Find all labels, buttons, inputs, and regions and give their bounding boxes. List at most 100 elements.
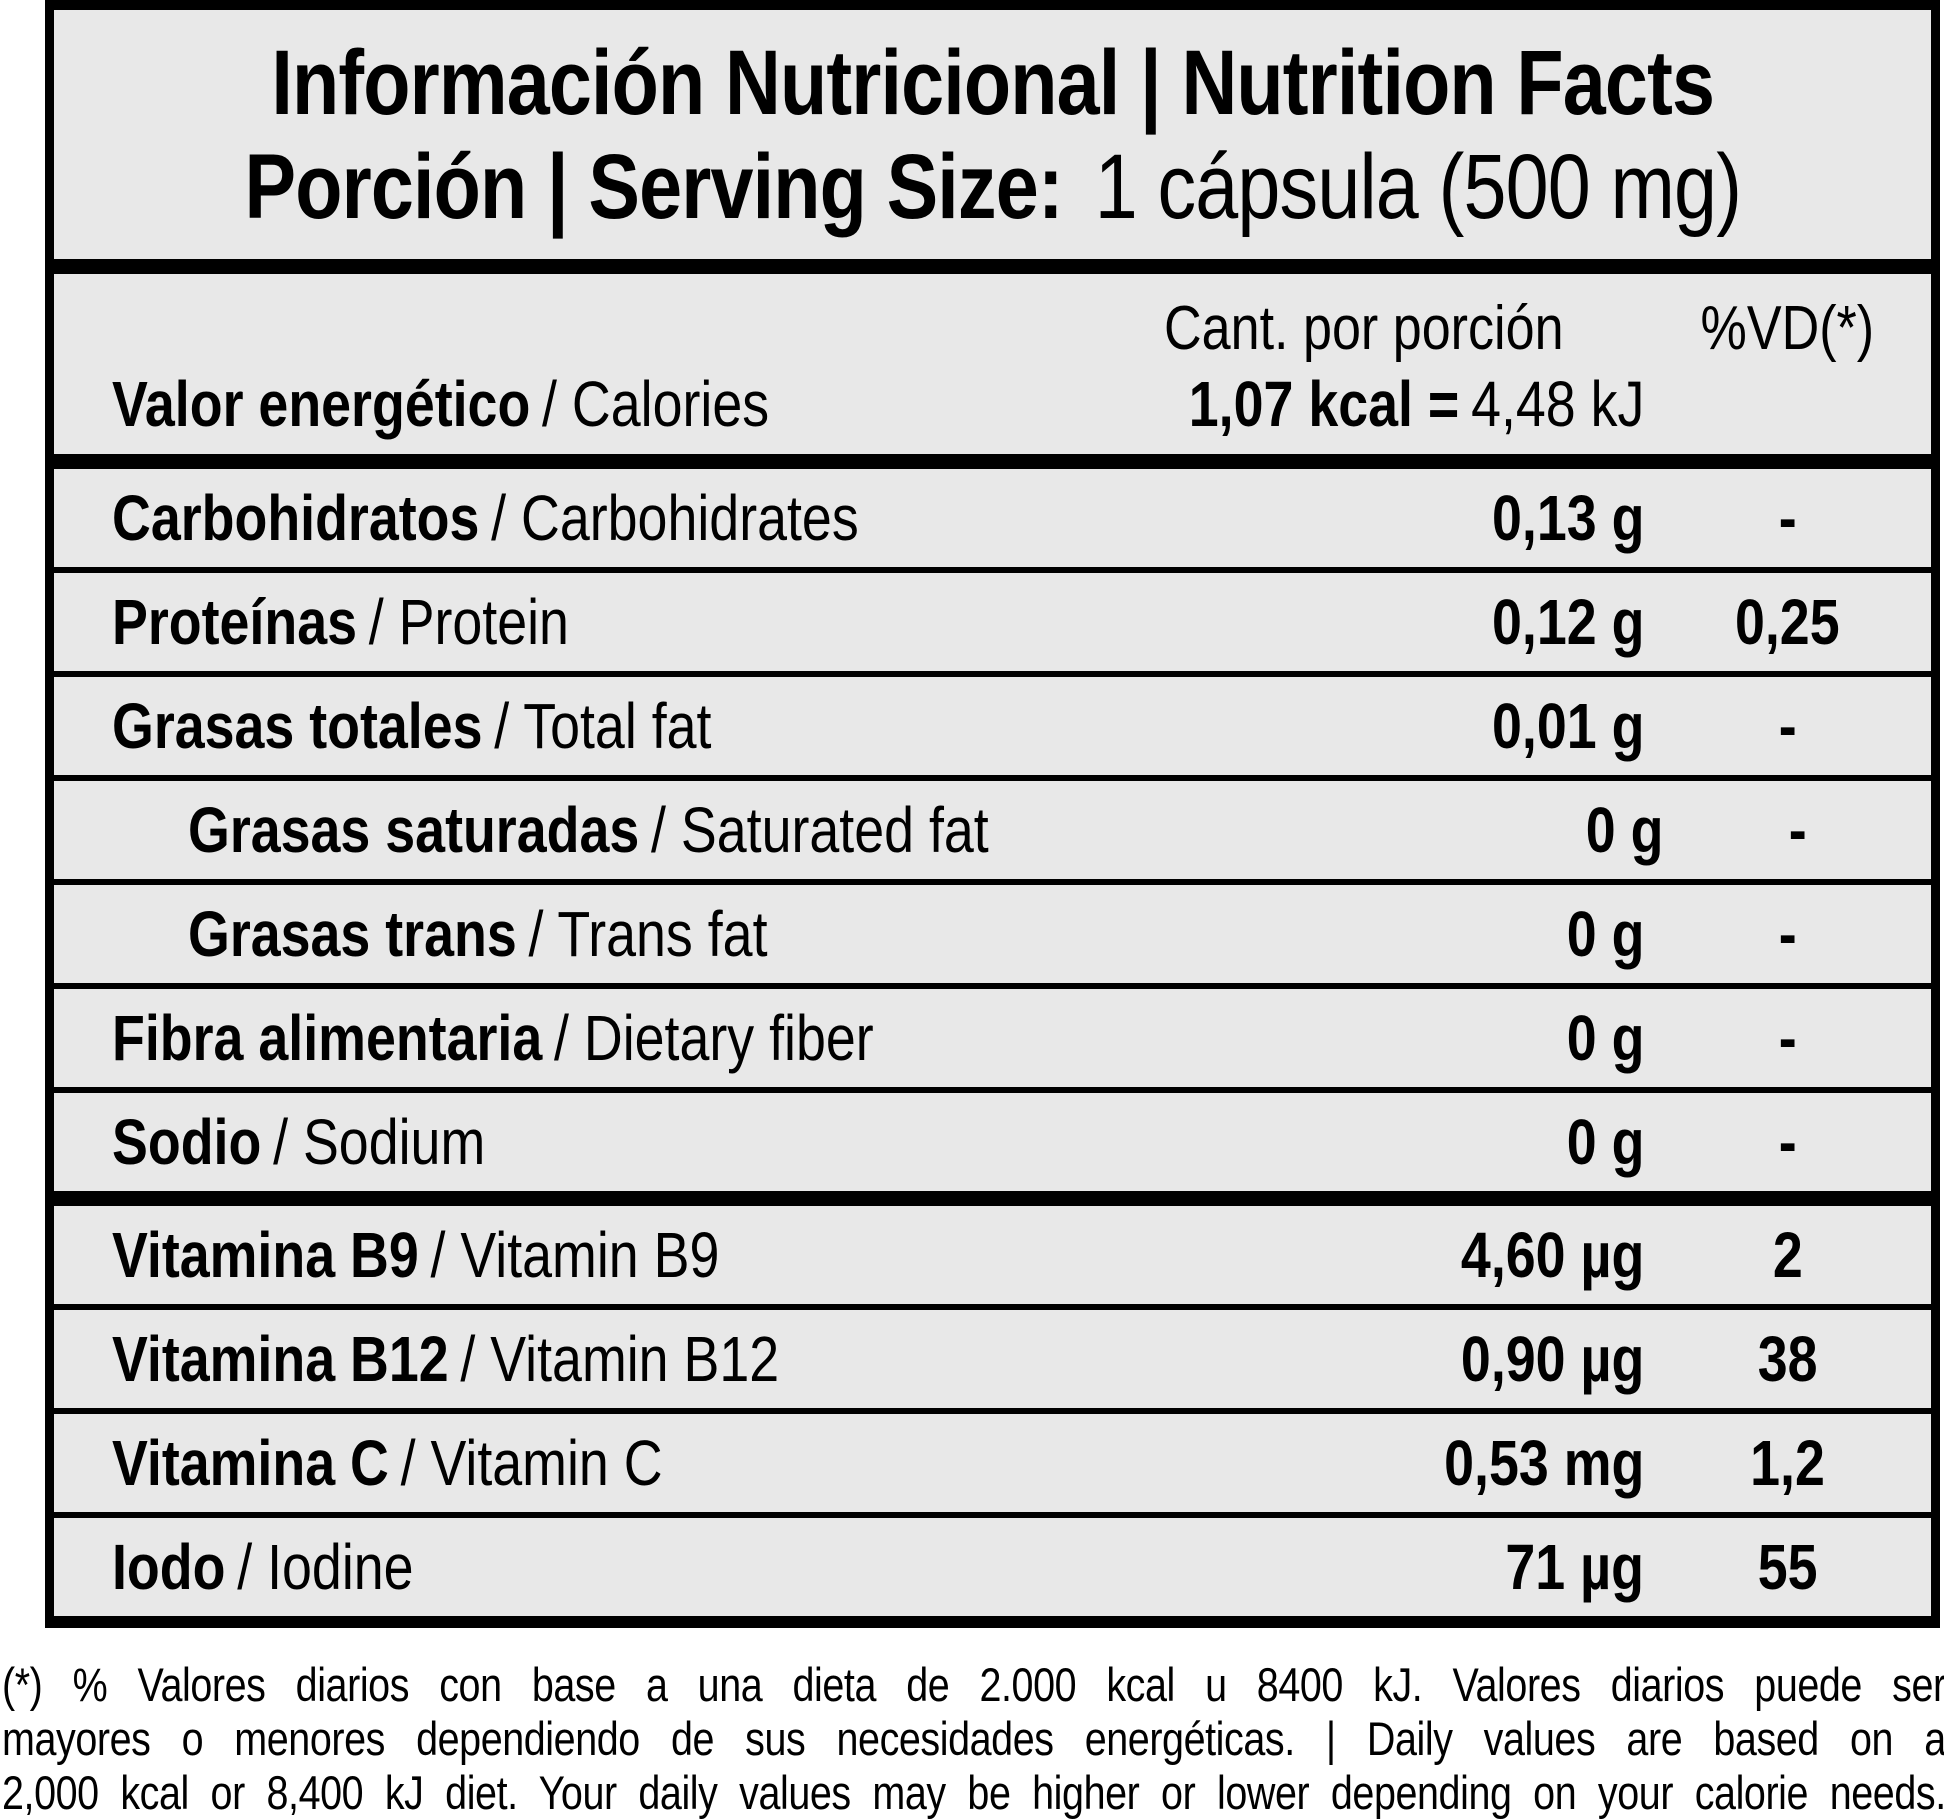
nutrient-dv: - [1779, 1005, 1797, 1072]
nutrient-amount-cell: 0,90 µg [1084, 1326, 1644, 1393]
nutrient-row-vitamin-b9: Vitamina B9/ Vitamin B9 4,60 µg 2 [54, 1206, 1931, 1304]
energy-label-cell: Valor energético/ Calories [112, 371, 1084, 438]
amount-per-serving-header: Cant. por porción [1164, 296, 1564, 361]
nutrient-amount-cell: 71 µg [1084, 1534, 1644, 1601]
nutrient-amount-cell: 0,01 g [1084, 693, 1644, 760]
nutrient-dv-cell: 38 [1644, 1326, 1931, 1393]
nutrient-label-cell: Grasas totales/ Total fat [112, 693, 1084, 760]
nutrient-dv: - [1779, 1109, 1797, 1176]
nutrient-label: Sodio/ Sodium [112, 1109, 485, 1176]
nutrient-row-trans-fat: Grasas trans/ Trans fat 0 g - [54, 885, 1931, 983]
nutrient-dv-cell: 55 [1644, 1534, 1931, 1601]
energy-label-es: Valor energético [112, 368, 530, 440]
nutrient-label-es: Proteínas [112, 586, 357, 658]
nutrient-amount-cell: 0 g [1084, 901, 1644, 968]
nutrient-amount-cell: 0,12 g [1084, 589, 1644, 656]
energy-label: Valor energético/ Calories [112, 371, 769, 438]
column-header-row: Cant. por porción %VD(*) [54, 290, 1931, 366]
nutrient-amount: 0,90 µg [1461, 1326, 1644, 1393]
nutrient-label-en: / Saturated fat [651, 794, 989, 866]
nutrient-label-cell: Sodio/ Sodium [112, 1109, 1084, 1176]
nutrient-amount: 0 g [1566, 901, 1644, 968]
nutrient-row-saturated-fat: Grasas saturadas/ Saturated fat 0 g - [54, 781, 1931, 879]
nutrient-dv: - [1779, 693, 1797, 760]
nutrient-row-carbohydrates: Carbohidratos/ Carbohidrates 0,13 g - [54, 469, 1931, 567]
nutrition-facts-panel: Información Nutricional | Nutrition Fact… [45, 0, 1940, 1628]
nutrient-amount-cell: 0 g [1141, 797, 1663, 864]
nutrient-label-cell: Vitamina C/ Vitamin C [112, 1430, 1084, 1497]
nutrient-amount-cell: 0,53 mg [1084, 1430, 1644, 1497]
nutrient-label: Vitamina C/ Vitamin C [112, 1430, 663, 1497]
nutrient-label-es: Fibra alimentaria [112, 1002, 542, 1074]
nutrient-dv: 1,2 [1750, 1430, 1825, 1497]
section-divider [54, 454, 1931, 469]
label-title: Información Nutricional | Nutrition Fact… [74, 36, 1911, 132]
nutrient-dv: 2 [1773, 1222, 1803, 1289]
energy-label-en: / Calories [542, 368, 769, 440]
nutrient-label-en: / Vitamin B12 [460, 1323, 779, 1395]
energy-value-kj: 4,48 kJ [1471, 368, 1644, 440]
nutrient-amount-cell: 0 g [1084, 1109, 1644, 1176]
nutrient-label-en: / Iodine [237, 1531, 413, 1603]
nutrient-dv-cell: 2 [1644, 1222, 1931, 1289]
energy-value-kcal: 1,07 kcal = [1188, 368, 1459, 440]
nutrient-amount: 4,60 µg [1461, 1222, 1644, 1289]
nutrient-label-cell: Fibra alimentaria/ Dietary fiber [112, 1005, 1084, 1072]
nutrient-dv-cell: 1,2 [1644, 1430, 1931, 1497]
nutrient-amount: 0 g [1566, 1005, 1644, 1072]
energy-section: Cant. por porción %VD(*) Valor energétic… [54, 274, 1931, 454]
serving-size-label: Porción | Serving Size: [244, 136, 1062, 238]
energy-value: 1,07 kcal =4,48 kJ [1188, 371, 1644, 438]
nutrient-label-cell: Grasas trans/ Trans fat [112, 901, 1084, 968]
nutrient-dv: 55 [1758, 1534, 1818, 1601]
nutrient-dv-cell: - [1644, 485, 1931, 552]
nutrient-amount-cell: 4,60 µg [1084, 1222, 1644, 1289]
nutrient-row-sodium: Sodio/ Sodium 0 g - [54, 1093, 1931, 1191]
nutrient-label-cell: Vitamina B9/ Vitamin B9 [112, 1222, 1084, 1289]
nutrient-label: Iodo/ Iodine [112, 1534, 414, 1601]
nutrient-label: Grasas totales/ Total fat [112, 693, 711, 760]
nutrient-amount-cell: 0,13 g [1084, 485, 1644, 552]
nutrient-label-en: / Carbohidrates [491, 482, 859, 554]
nutrient-label-en: / Protein [369, 586, 569, 658]
percent-dv-header: %VD(*) [1701, 296, 1875, 361]
nutrient-label-es: Vitamina C [112, 1427, 389, 1499]
nutrient-amount: 0,13 g [1492, 485, 1644, 552]
nutrient-label-en: / Vitamin B9 [431, 1219, 720, 1291]
nutrient-label: Grasas trans/ Trans fat [188, 901, 768, 968]
nutrient-label-cell: Grasas saturadas/ Saturated fat [112, 797, 1141, 864]
nutrient-label: Fibra alimentaria/ Dietary fiber [112, 1005, 874, 1072]
nutrient-label-es: Grasas saturadas [188, 794, 639, 866]
nutrient-label-cell: Iodo/ Iodine [112, 1534, 1084, 1601]
nutrient-row-vitamin-c: Vitamina C/ Vitamin C 0,53 mg 1,2 [54, 1414, 1931, 1512]
nutrient-row-vitamin-b12: Vitamina B12/ Vitamin B12 0,90 µg 38 [54, 1310, 1931, 1408]
label-header: Información Nutricional | Nutrition Fact… [54, 10, 1931, 259]
nutrient-label-es: Grasas totales [112, 690, 483, 762]
nutrient-label-en: / Sodium [273, 1106, 485, 1178]
nutrient-dv-cell: 0,25 [1644, 589, 1931, 656]
energy-value-cell: 1,07 kcal =4,48 kJ [1084, 371, 1644, 438]
nutrient-dv-cell: - [1644, 901, 1931, 968]
serving-size-value: 1 cápsula (500 mg) [1094, 136, 1740, 238]
column-dv-header: %VD(*) [1644, 296, 1931, 361]
energy-row: Valor energético/ Calories 1,07 kcal =4,… [54, 366, 1931, 442]
nutrient-label-cell: Vitamina B12/ Vitamin B12 [112, 1326, 1084, 1393]
nutrient-label-cell: Proteínas/ Protein [112, 589, 1084, 656]
nutrient-label: Vitamina B12/ Vitamin B12 [112, 1326, 779, 1393]
nutrient-label: Carbohidratos/ Carbohidrates [112, 485, 859, 552]
daily-values-footnote: (*) % Valores diarios con base a una die… [2, 1658, 1944, 1819]
nutrient-row-dietary-fiber: Fibra alimentaria/ Dietary fiber 0 g - [54, 989, 1931, 1087]
nutrient-amount: 71 µg [1505, 1534, 1644, 1601]
nutrient-label-es: Grasas trans [188, 898, 517, 970]
nutrient-label-en: / Trans fat [528, 898, 767, 970]
nutrient-dv: - [1779, 901, 1797, 968]
nutrient-amount: 0,12 g [1492, 589, 1644, 656]
nutrient-label: Proteínas/ Protein [112, 589, 569, 656]
nutrient-label-en: / Dietary fiber [554, 1002, 874, 1074]
footnote-line-2: mayores o menores dependiendo de sus nec… [2, 1712, 1944, 1766]
nutrient-dv-cell: - [1644, 693, 1931, 760]
nutrient-dv: 38 [1758, 1326, 1818, 1393]
nutrient-label: Vitamina B9/ Vitamin B9 [112, 1222, 719, 1289]
nutrient-label-es: Iodo [112, 1531, 225, 1603]
